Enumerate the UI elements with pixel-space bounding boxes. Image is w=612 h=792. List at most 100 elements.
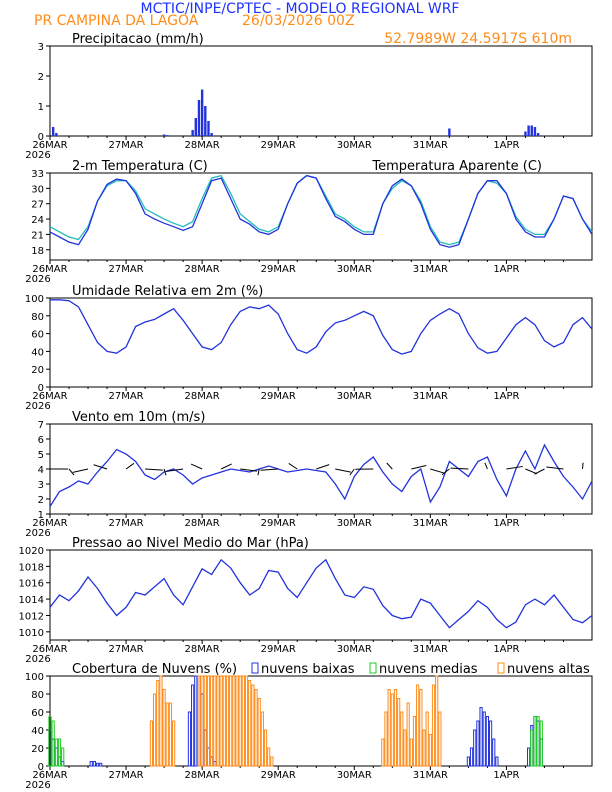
wind-vector	[125, 462, 135, 470]
run-date-label: 26/03/2026 00Z	[242, 13, 355, 29]
cloud-bar	[476, 720, 480, 767]
x-year-label: 2026	[25, 654, 50, 665]
cloud-bar	[165, 702, 169, 767]
cloud-bar	[425, 711, 429, 767]
x-tick-label: 29MAR	[261, 644, 296, 655]
x-tick-label: 28MAR	[185, 140, 220, 151]
cloud-bar	[156, 680, 160, 767]
cloud-bar	[536, 716, 540, 767]
y-tick-label: 2	[38, 72, 44, 83]
cloud-bar	[400, 711, 404, 767]
x-tick-label: 30MAR	[337, 391, 372, 402]
panel-title: Precipitacao (mm/h)	[72, 32, 204, 47]
cloud-bar	[251, 684, 255, 767]
x-tick-label: 31MAR	[413, 518, 448, 529]
wind-vector	[257, 468, 260, 476]
cloud-bar	[244, 675, 249, 767]
cloud-bar	[435, 675, 439, 767]
panel-frame	[49, 297, 593, 388]
wind-vector	[316, 464, 330, 470]
cloud-bar	[162, 689, 166, 767]
y-tick-label: 40	[31, 347, 44, 358]
x-tick-label: 26MAR	[32, 391, 67, 402]
precip-bar	[536, 133, 540, 136]
cloud-bar	[99, 762, 103, 767]
wind-vector	[484, 462, 488, 470]
panel-title: Cobertura de Nuvens (%)	[72, 662, 237, 677]
cloud-bar	[222, 675, 226, 767]
x-tick-label: 27MAR	[108, 770, 143, 781]
wind-vector	[240, 468, 258, 472]
legend-label: nuvens baixas	[261, 662, 355, 677]
x-tick-label: 29MAR	[261, 770, 296, 781]
precip-bar	[191, 130, 194, 136]
y-tick-label: 100	[25, 672, 44, 683]
cloud-bar	[57, 738, 62, 767]
y-tick-label: 1018	[19, 562, 44, 573]
cloud-bar	[216, 675, 220, 767]
x-tick-label: 1APR	[493, 391, 519, 402]
cloud-bar	[219, 675, 223, 767]
cloud-bar	[229, 675, 233, 767]
cloud-bar	[263, 729, 268, 767]
wind-vector	[190, 463, 203, 470]
wind-vector	[145, 468, 163, 471]
cloud-bar	[428, 734, 432, 767]
x-tick-label: 31MAR	[413, 644, 448, 655]
y-tick-label: 3	[38, 480, 44, 491]
wind-vector	[430, 468, 445, 474]
cloud-bar	[225, 675, 230, 767]
x-tick-label: 26MAR	[32, 140, 67, 151]
x-tick-label: 29MAR	[261, 140, 296, 151]
x-year-label: 2026	[25, 528, 50, 539]
y-tick-label: 1012	[19, 611, 44, 622]
cloud-bar	[495, 756, 499, 767]
precip-bar	[200, 89, 204, 136]
precip-bar	[530, 125, 533, 136]
cloud-bar	[485, 716, 490, 767]
precip-bar	[204, 106, 207, 136]
x-year-label: 2026	[25, 780, 50, 791]
x-tick-label: 31MAR	[413, 140, 448, 151]
x-tick-label: 27MAR	[108, 264, 143, 275]
y-tick-label: 24	[31, 215, 44, 226]
y-tick-label: 80	[31, 312, 44, 323]
cloud-bar	[152, 693, 157, 767]
wind-vector	[163, 468, 167, 476]
precip-bar	[210, 133, 213, 136]
x-tick-label: 28MAR	[185, 518, 220, 529]
x-year-label: 2026	[25, 401, 50, 412]
y-tick-label: 21	[31, 230, 44, 241]
cloud-bar	[381, 738, 385, 767]
y-tick-label: 0	[38, 762, 44, 773]
y-tick-label: 27	[31, 200, 44, 211]
precip-bar	[51, 127, 55, 136]
cloud-bar	[235, 675, 239, 767]
x-tick-label: 26MAR	[32, 518, 67, 529]
x-tick-label: 28MAR	[185, 391, 220, 402]
x-tick-label: 26MAR	[32, 770, 67, 781]
cloud-bar	[270, 756, 274, 767]
y-tick-label: 1010	[19, 628, 44, 639]
y-tick-label: 2	[38, 495, 44, 506]
x-tick-label: 26MAR	[32, 264, 67, 275]
wind-vector	[441, 468, 450, 476]
panel-frame	[49, 675, 593, 767]
y-tick-label: 0	[38, 383, 44, 394]
y-tick-label: 20	[31, 365, 44, 376]
cloud-bar	[54, 738, 58, 767]
wind-vector	[525, 468, 538, 475]
precip-bar	[207, 121, 210, 136]
legend-label: nuvens medias	[379, 662, 478, 677]
cloud-bar	[438, 711, 442, 767]
legend-label: nuvens altas	[507, 662, 590, 677]
x-tick-label: 31MAR	[413, 770, 448, 781]
legend-swatch	[369, 662, 377, 674]
cloud-bar	[200, 675, 204, 767]
x-tick-label: 26MAR	[32, 644, 67, 655]
cloud-bar	[416, 684, 420, 767]
coords-label: 52.7989W 24.5917S 610m	[384, 31, 572, 47]
panel-frame	[49, 423, 593, 515]
wind-vector	[386, 462, 393, 470]
